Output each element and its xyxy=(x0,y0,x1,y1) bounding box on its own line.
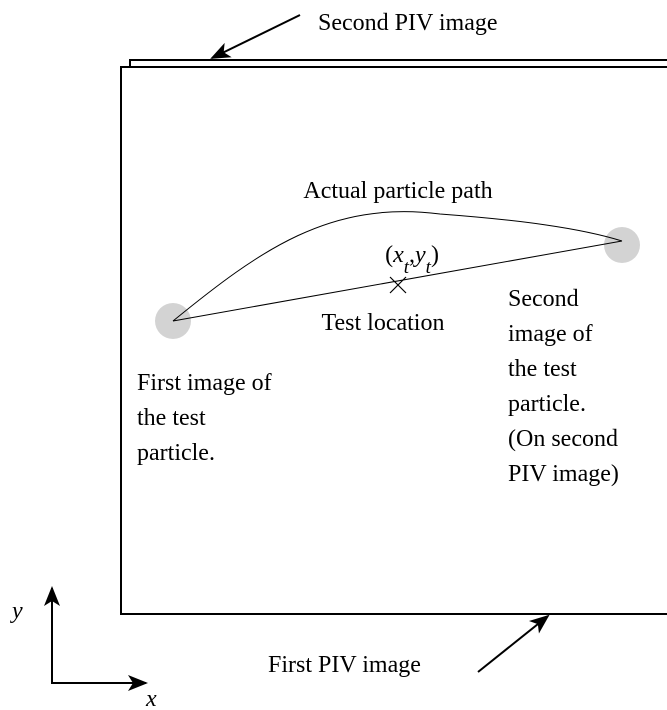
label-line: image of xyxy=(508,321,593,347)
label-line: Second xyxy=(508,286,579,312)
displacement-line xyxy=(172,240,623,322)
label-line: PIV image) xyxy=(508,461,619,487)
particle-path xyxy=(172,211,623,322)
y-axis-label: y xyxy=(10,598,23,624)
label-line: the test xyxy=(508,356,577,382)
label-line: (On second xyxy=(508,426,618,452)
label-line: particle. xyxy=(137,440,215,466)
second-particle xyxy=(604,227,640,263)
test-point-paren: ) xyxy=(431,242,439,268)
path-label: Actual particle path xyxy=(303,178,492,204)
label-line: the test xyxy=(137,405,206,431)
label-line: particle. xyxy=(508,391,586,417)
test-point-var: y xyxy=(413,242,426,268)
first-particle-label: First image of the test particle. xyxy=(137,370,272,466)
test-point-sub: t xyxy=(426,257,432,278)
test-location-label: Test location xyxy=(322,310,445,336)
second-piv-label: Second PIV image xyxy=(318,10,498,36)
x-axis-label: x xyxy=(145,686,157,710)
test-point-comma: , xyxy=(409,242,415,268)
second-particle-label: Second image of the test particle. (On secon… xyxy=(508,286,619,487)
test-point-label: (xt,yt) xyxy=(385,242,439,278)
label-line: First image of xyxy=(137,370,272,396)
test-point-sub: t xyxy=(404,257,410,278)
test-cross xyxy=(389,276,407,294)
first-piv-arrow xyxy=(477,614,550,673)
first-piv-label: First PIV image xyxy=(268,652,421,678)
test-point-var: x xyxy=(392,242,404,268)
second-piv-arrow xyxy=(210,14,301,59)
first-piv-frame xyxy=(120,66,667,615)
test-point-paren: ( xyxy=(385,242,393,268)
